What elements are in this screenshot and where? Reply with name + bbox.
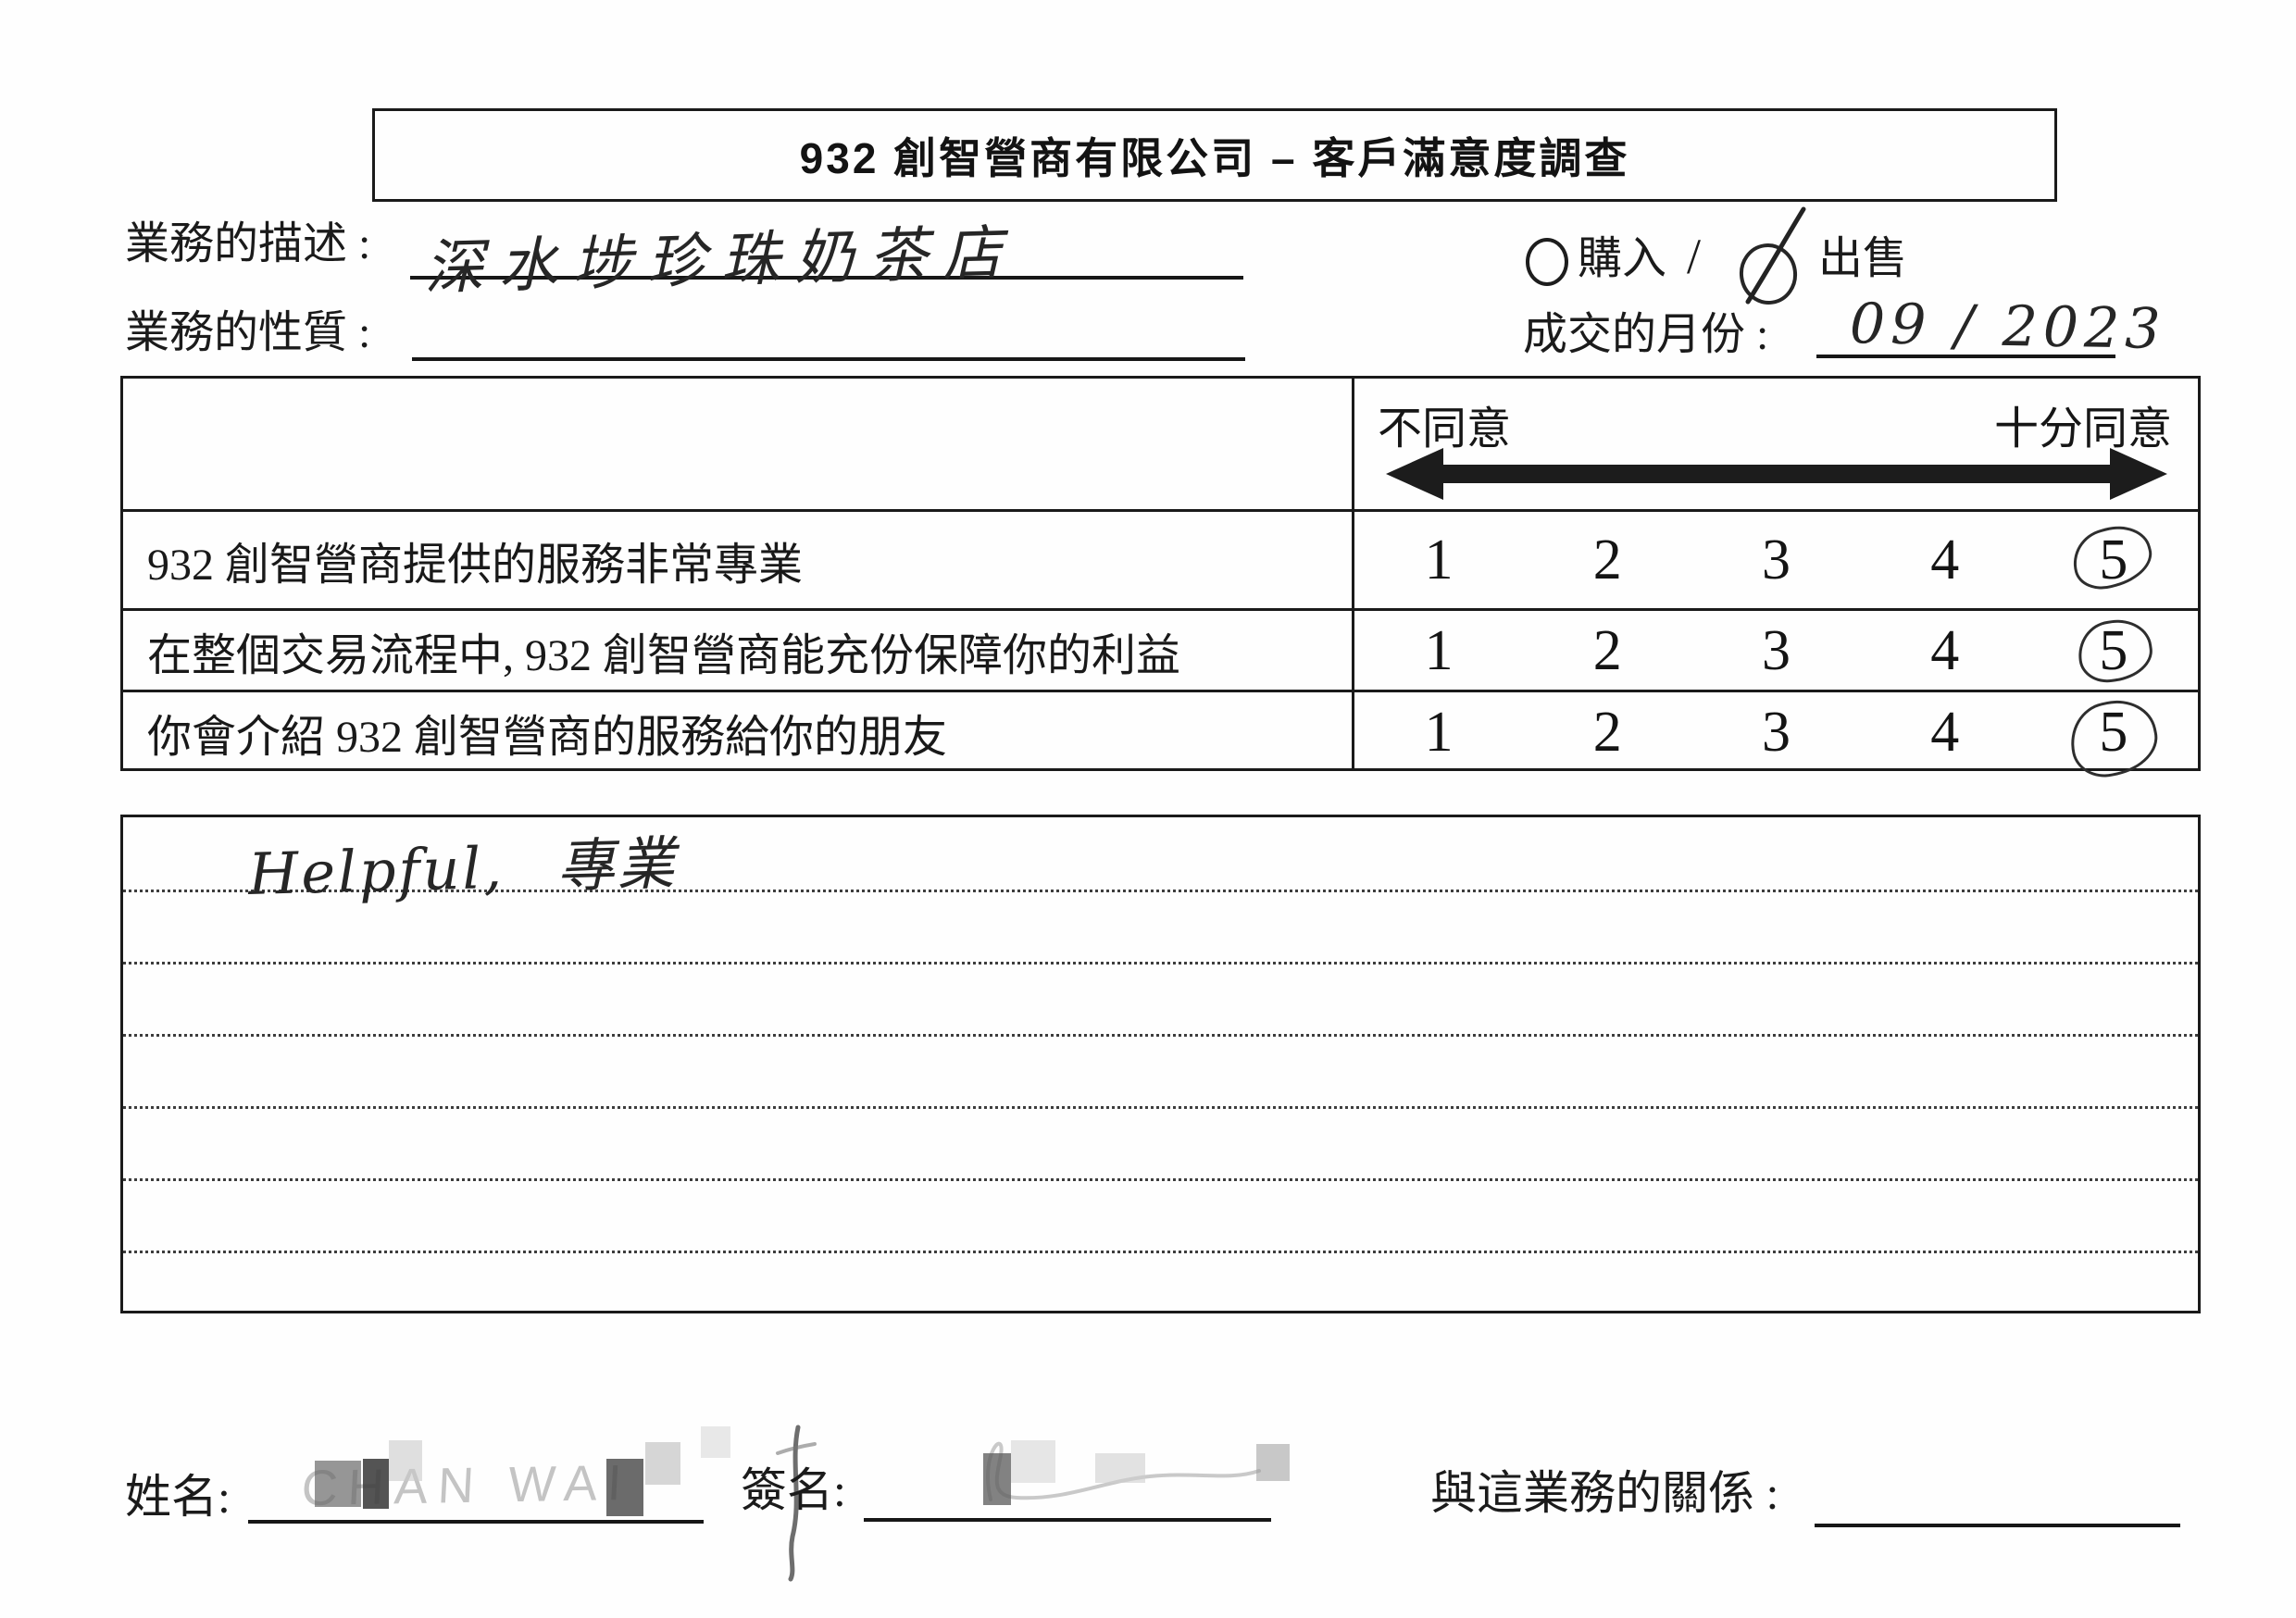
transaction-month-label: 成交的月份 :: [1523, 310, 1769, 359]
rating-option-4[interactable]: 4: [1930, 529, 1960, 591]
name-label: 姓名:: [125, 1471, 231, 1523]
business-nature-line[interactable]: [412, 357, 1245, 361]
redaction-block: [363, 1459, 389, 1509]
comment-writing-line[interactable]: [123, 1251, 2198, 1253]
redacted-pen-stroke: [776, 1425, 817, 1582]
rating-option-2[interactable]: 2: [1592, 529, 1622, 591]
rating-option-5-selected[interactable]: 5: [2029, 692, 2198, 783]
comment-handwriting: Helpful, 專業: [247, 828, 679, 909]
rating-option-4[interactable]: 4: [1930, 700, 1960, 764]
rating-option-5-selected[interactable]: 5: [2029, 517, 2198, 596]
rating-option-4[interactable]: 4: [1930, 618, 1960, 682]
rating-option-2[interactable]: 2: [1592, 618, 1622, 682]
sell-option-label[interactable]: 出售: [1818, 234, 1908, 283]
redaction-block: [1256, 1444, 1290, 1481]
double-arrow-icon: [1384, 445, 2169, 503]
business-description-handwriting: 深水埗珍珠奶茶店: [423, 218, 1018, 304]
ratings-table: 不同意 十分同意 932 創智營商提供的服務非常專業 1 2 3 4 5: [120, 376, 2201, 783]
form-title-box: 932 創智營商有限公司 – 客戶滿意度調查: [372, 108, 2057, 202]
redaction-block: [389, 1440, 422, 1481]
rating-option-1[interactable]: 1: [1424, 618, 1454, 682]
redaction-block: [645, 1442, 680, 1485]
signature-line[interactable]: [864, 1518, 1271, 1522]
question-text: 932 創智營商提供的服務非常專業: [123, 512, 1354, 608]
table-row: 你會介紹 932 創智營商的服務給你的朋友 1 2 3 4 5: [123, 692, 2198, 783]
relationship-line[interactable]: [1815, 1524, 2180, 1527]
buy-option-label[interactable]: 購入: [1578, 234, 1667, 283]
sell-option-checked-mark[interactable]: [1728, 204, 1822, 309]
rating-options: 1 2 3 4 5: [1354, 692, 2198, 783]
scale-disagree-label: 不同意: [1378, 404, 1512, 454]
question-text: 在整個交易流程中, 932 創智營商能充份保障你的利益: [123, 611, 1354, 690]
rating-option-3[interactable]: 3: [1762, 529, 1791, 591]
comment-writing-line[interactable]: [123, 1178, 2198, 1181]
buy-option-circle[interactable]: [1526, 238, 1568, 286]
relationship-label: 與這業務的關係 :: [1430, 1467, 1779, 1519]
business-description-line[interactable]: [410, 276, 1243, 280]
redaction-block: [606, 1459, 643, 1516]
comment-writing-line[interactable]: [123, 890, 2198, 892]
comment-writing-line[interactable]: [123, 962, 2198, 965]
question-text: 你會介紹 932 創智營商的服務給你的朋友: [123, 692, 1354, 771]
handdrawn-selection-circle: [2063, 692, 2165, 783]
name-line[interactable]: [248, 1520, 704, 1524]
ratings-header-row: 不同意 十分同意: [123, 379, 2198, 512]
scale-strongly-agree-label: 十分同意: [1993, 404, 2172, 454]
buy-sell-separator: /: [1687, 229, 1702, 284]
redacted-signature-stroke: [985, 1441, 1261, 1501]
rating-option-3[interactable]: 3: [1762, 700, 1791, 764]
redaction-block: [1011, 1440, 1055, 1483]
redaction-block: [701, 1426, 730, 1458]
ratings-header-empty-cell: [123, 379, 1354, 509]
transaction-month-line[interactable]: [1816, 355, 2115, 358]
rating-option-2[interactable]: 2: [1592, 700, 1622, 764]
handdrawn-selection-circle: [2074, 615, 2156, 686]
rating-option-5-number: 5: [2099, 700, 2128, 764]
rating-option-5-number: 5: [2099, 618, 2128, 682]
business-description-label: 業務的描述 :: [125, 219, 371, 268]
table-row: 932 創智營商提供的服務非常專業 1 2 3 4 5: [123, 512, 2198, 611]
transaction-month-handwriting: 09 / 2023: [1849, 292, 2166, 362]
redaction-block: [1095, 1453, 1145, 1483]
rating-option-3[interactable]: 3: [1762, 618, 1791, 682]
rating-option-1[interactable]: 1: [1424, 529, 1454, 591]
signature-label: 簽名:: [741, 1464, 846, 1516]
table-row: 在整個交易流程中, 932 創智營商能充份保障你的利益 1 2 3 4 5: [123, 611, 2198, 692]
form-title: 932 創智營商有限公司 – 客戶滿意度調查: [799, 133, 1630, 182]
business-nature-label: 業務的性質 :: [125, 308, 371, 357]
ratings-scale-cell: 不同意 十分同意: [1354, 379, 2198, 509]
comments-box[interactable]: [120, 815, 2201, 1313]
handdrawn-selection-circle: [2065, 517, 2159, 596]
rating-options: 1 2 3 4 5: [1354, 611, 2198, 690]
comment-writing-line[interactable]: [123, 1106, 2198, 1109]
rating-option-5-number: 5: [2099, 529, 2128, 591]
redaction-block: [315, 1461, 361, 1507]
rating-options: 1 2 3 4 5: [1354, 512, 2198, 608]
rating-option-5-selected[interactable]: 5: [2029, 615, 2198, 686]
rating-option-1[interactable]: 1: [1424, 700, 1454, 764]
comment-writing-line[interactable]: [123, 1034, 2198, 1037]
redaction-block: [983, 1453, 1011, 1505]
